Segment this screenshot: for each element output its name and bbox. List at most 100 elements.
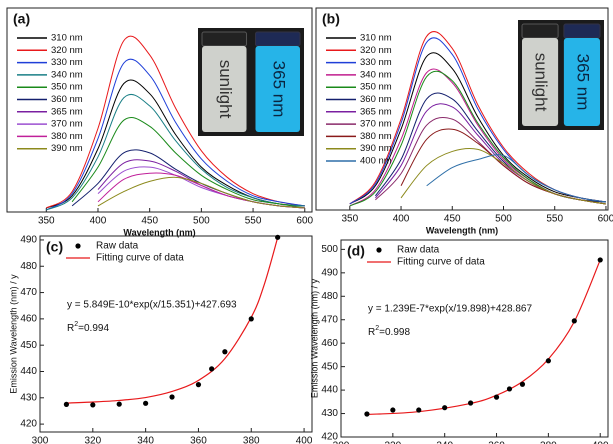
vial-uv — [255, 46, 300, 132]
x-tick-label: 300 — [32, 436, 49, 444]
legend-label: 350 nm — [360, 82, 392, 93]
data-point — [442, 405, 448, 411]
data-point — [597, 257, 603, 263]
y-tick-label: 490 — [321, 267, 338, 278]
x-tick-label: 360 — [488, 441, 505, 444]
y-tick-label: 470 — [20, 287, 37, 298]
r-superscript: 2 — [74, 321, 78, 328]
spectrum-line — [71, 117, 305, 209]
legend-label: 370 nm — [51, 119, 83, 130]
plot-frame — [6, 7, 313, 213]
spectrum-line — [400, 128, 607, 205]
y-tick-label: 440 — [321, 385, 338, 396]
legend-label: 320 nm — [51, 45, 83, 56]
spectrum-line — [97, 166, 305, 209]
vial-cap — [254, 31, 301, 47]
spectrum-line — [349, 52, 607, 205]
data-point — [222, 349, 228, 355]
legend-label: 340 nm — [51, 69, 83, 80]
legend-label: 380 nm — [51, 131, 83, 142]
data-point — [248, 316, 254, 322]
data-point — [390, 407, 396, 413]
y-axis-label: Emission Wavelength (nm) / y — [8, 274, 18, 394]
legend-label: 365 nm — [51, 106, 83, 117]
legend-label: 350 nm — [51, 82, 83, 93]
data-point — [116, 401, 122, 407]
legend-label: Fitting curve of data — [397, 257, 485, 268]
legend-label: 330 nm — [51, 57, 83, 68]
legend-label: 330 nm — [360, 57, 392, 68]
inset-label: sunlight — [216, 60, 235, 119]
x-tick-label: 380 — [243, 436, 260, 444]
x-tick-label: 400 — [296, 436, 313, 444]
r-symbol: R — [67, 323, 74, 334]
x-tick-label: 400 — [592, 441, 609, 444]
data-point — [169, 394, 175, 400]
panel-label: (a) — [13, 11, 30, 27]
y-tick-label: 500 — [321, 244, 338, 255]
data-point — [416, 407, 422, 413]
legend-label: Raw data — [397, 245, 440, 256]
legend-label: Fitting curve of data — [96, 253, 184, 264]
r-value: =0.998 — [379, 327, 410, 338]
x-tick-label: 340 — [137, 436, 154, 444]
x-tick-label: 600 — [296, 216, 313, 227]
vial-cap — [563, 23, 601, 39]
vial-uv — [563, 38, 600, 126]
r-value: =0.994 — [78, 323, 109, 334]
plot-frame — [39, 235, 313, 433]
x-tick-label: 340 — [436, 441, 453, 444]
y-axis-label: Emission Wavelength (nm) / y — [309, 278, 319, 398]
legend-label: 360 nm — [360, 94, 392, 105]
spectrum-line — [46, 35, 305, 209]
data-point — [275, 234, 281, 240]
legend-label: 320 nm — [360, 45, 392, 56]
data-point — [90, 402, 96, 408]
inset-label: 365 nm — [573, 54, 592, 111]
x-tick-label: 360 — [190, 436, 207, 444]
x-axis-label: Wavelength (nm) — [426, 225, 498, 235]
x-tick-label: 550 — [245, 216, 262, 227]
data-point — [545, 358, 551, 364]
r-symbol: R — [368, 327, 375, 338]
data-point — [506, 386, 513, 392]
x-axis-label: Wavelength (nm) — [123, 227, 195, 237]
legend-label: 390 nm — [51, 143, 83, 154]
y-tick-label: 450 — [20, 340, 37, 351]
legend-label: Raw data — [96, 241, 139, 252]
y-tick-label: 430 — [321, 408, 338, 419]
vial-cap — [521, 23, 559, 39]
data-point — [63, 401, 70, 407]
legend-label: 360 nm — [51, 94, 83, 105]
legend-label: 400 nm — [360, 156, 392, 167]
y-tick-label: 480 — [20, 261, 37, 272]
r-squared: R2=0.998 — [368, 325, 410, 338]
legend-label: 390 nm — [360, 143, 392, 154]
x-tick-label: 400 — [90, 216, 107, 227]
legend-label: 310 nm — [360, 33, 392, 44]
y-tick-label: 440 — [20, 366, 37, 377]
y-tick-label: 470 — [321, 314, 338, 325]
x-tick-label: 350 — [341, 214, 358, 225]
data-point — [519, 381, 526, 387]
x-tick-label: 600 — [598, 214, 613, 225]
fit-equation: y = 5.849E-10*exp(x/15.351)+427.693 — [67, 300, 237, 311]
legend-swatch — [75, 243, 81, 249]
x-tick-label: 400 — [393, 214, 410, 225]
y-tick-label: 480 — [321, 291, 338, 302]
x-tick-label: 320 — [84, 436, 101, 444]
x-tick-label: 450 — [141, 216, 158, 227]
x-tick-label: 500 — [495, 214, 512, 225]
spectrum-line — [97, 176, 305, 209]
x-tick-label: 350 — [38, 216, 55, 227]
fit-equation: y = 1.239E-7*exp(x/19.898)+428.867 — [368, 304, 532, 315]
legend-label: 370 nm — [360, 119, 392, 130]
fit-curve — [66, 237, 279, 404]
legend-label: 365 nm — [360, 106, 392, 117]
data-point — [195, 382, 202, 388]
x-tick-label: 500 — [193, 216, 210, 227]
x-tick-label: 450 — [444, 214, 461, 225]
data-point — [143, 400, 149, 406]
x-tick-label: 300 — [333, 441, 350, 444]
